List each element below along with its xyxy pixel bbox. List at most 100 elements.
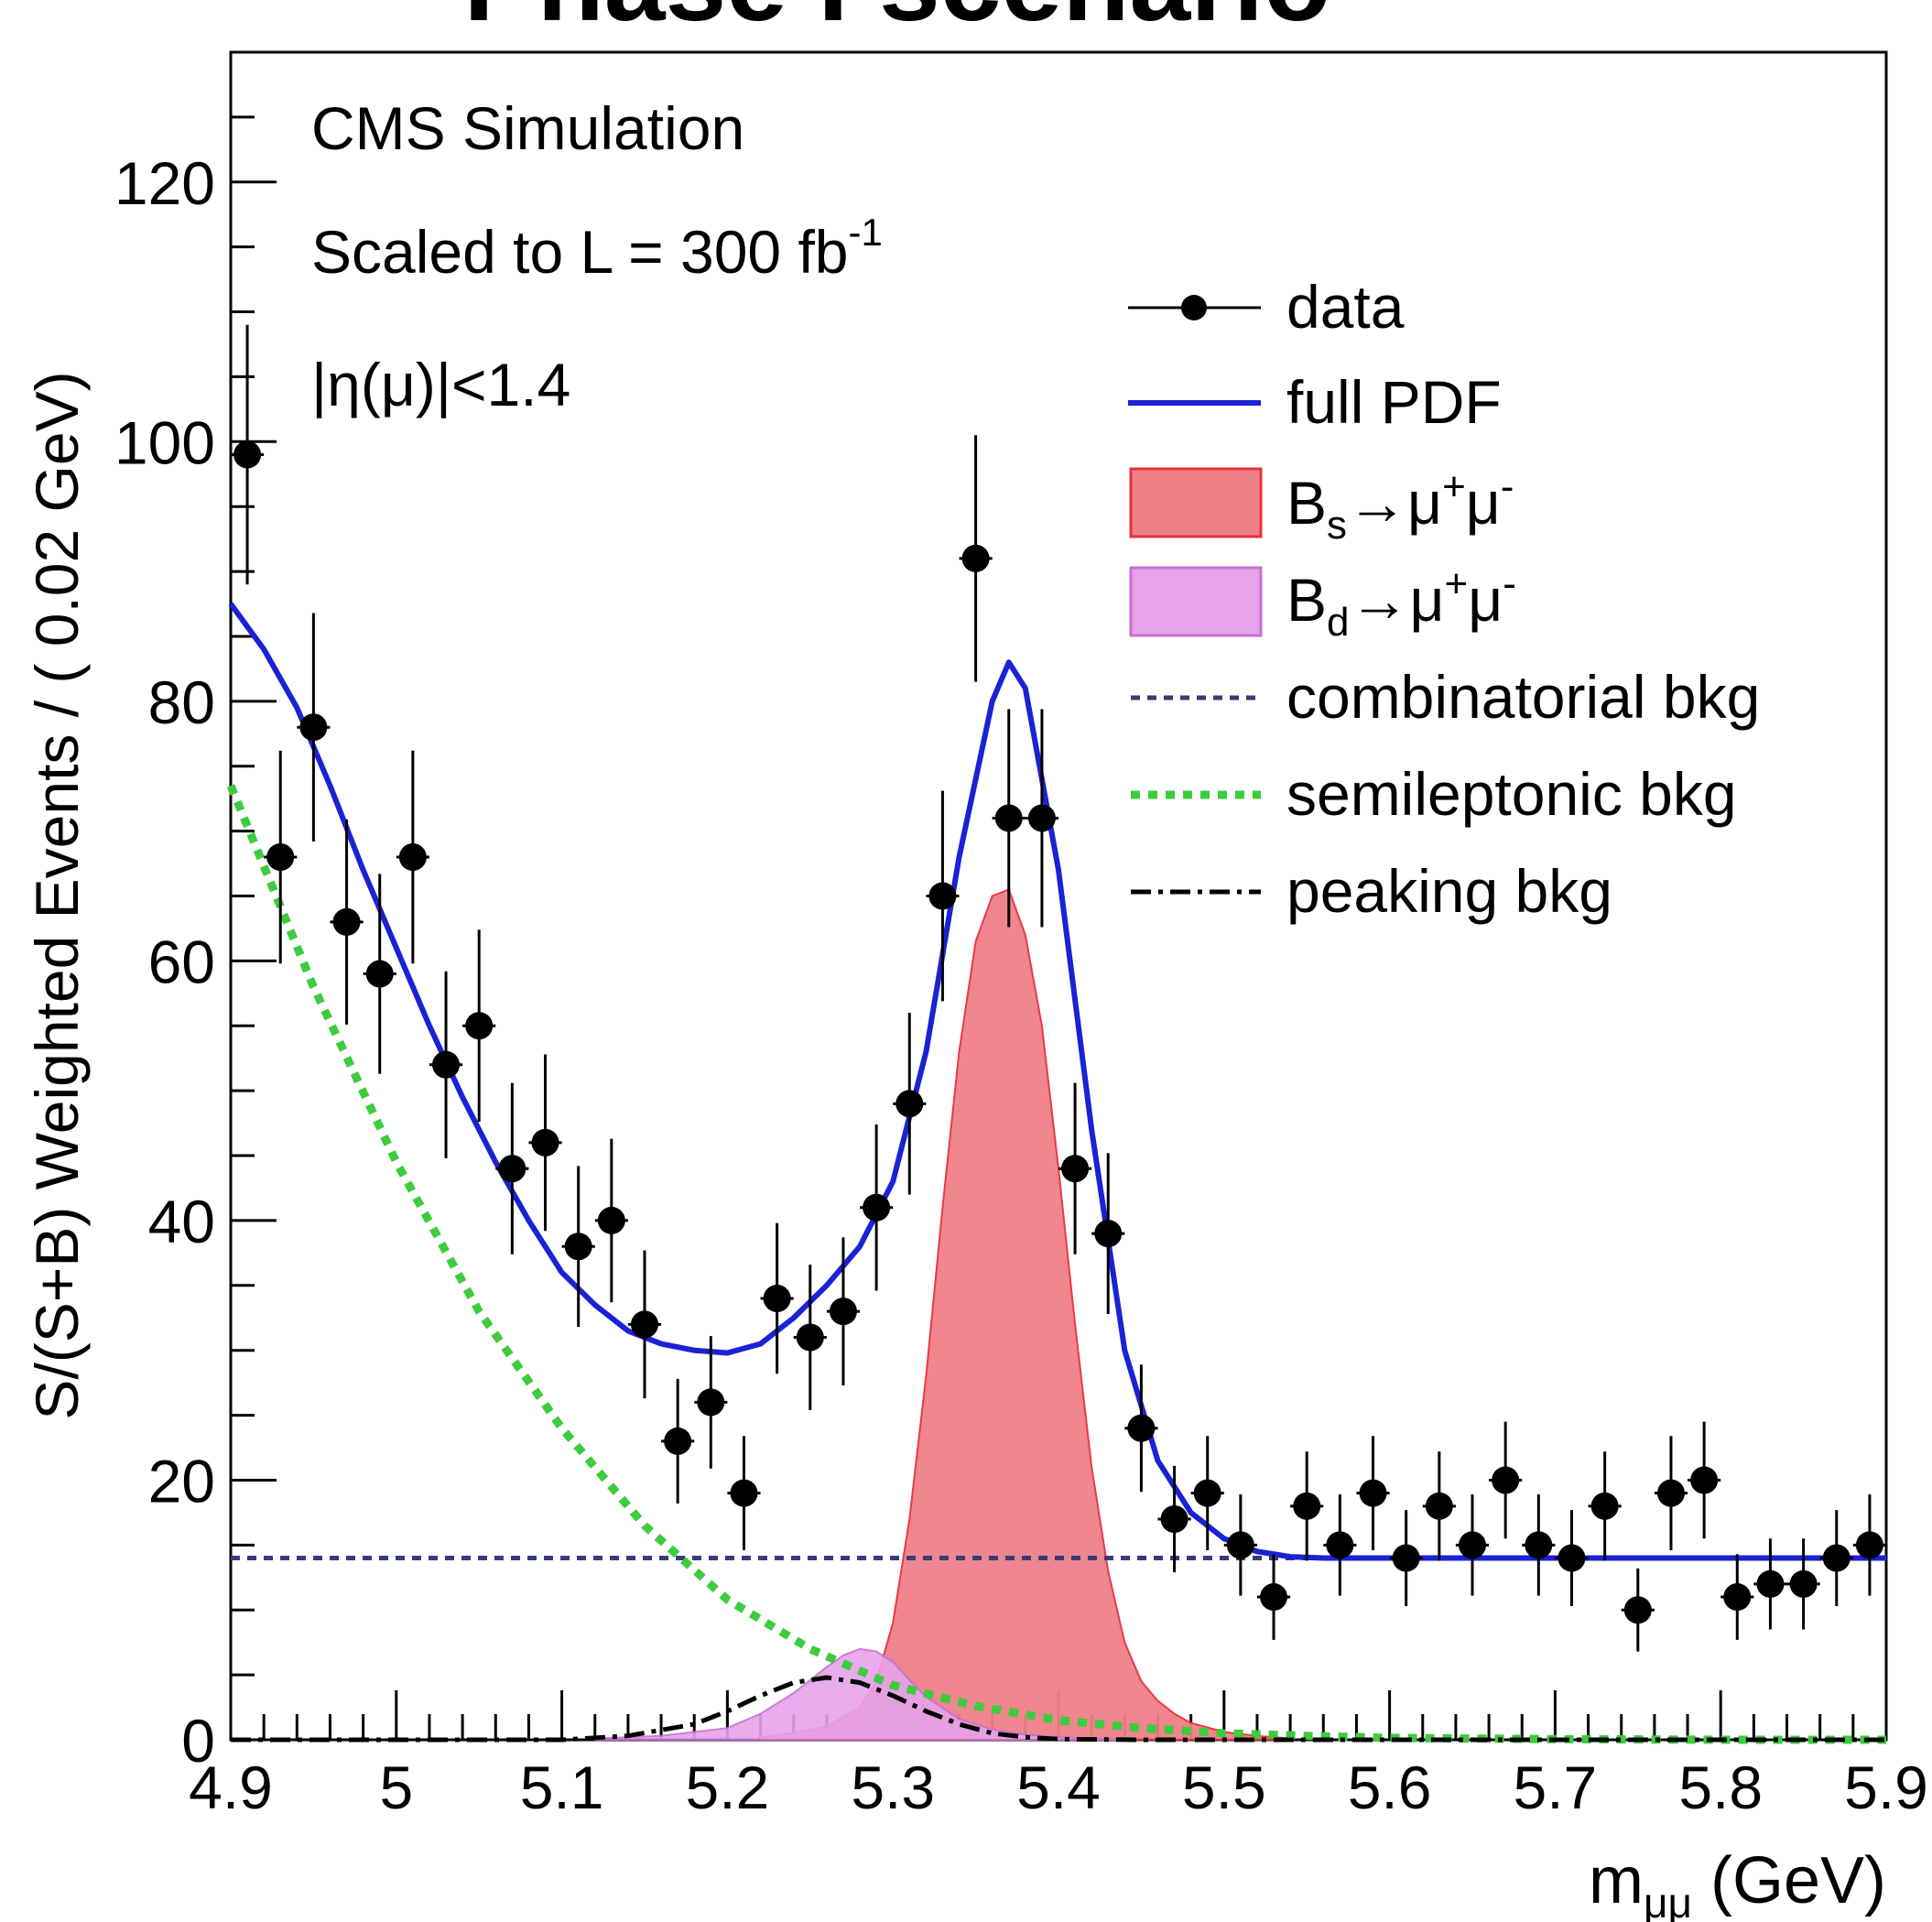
data-point-marker	[1260, 1583, 1288, 1612]
data-point-marker	[1822, 1544, 1851, 1572]
data-point	[1290, 1451, 1324, 1561]
data-point-marker	[398, 842, 427, 871]
legend-entry-semileptonic: semileptonic bkg	[1131, 760, 1737, 828]
svg-text:Bd→μ+μ-: Bd→μ+μ-	[1286, 561, 1516, 645]
data-point-marker	[1425, 1492, 1453, 1520]
data-point	[926, 790, 960, 1002]
x-tick-label: 5.9	[1844, 1754, 1928, 1821]
data-point	[594, 1138, 628, 1303]
data-point-marker	[1492, 1466, 1520, 1494]
data-point	[992, 709, 1026, 928]
data-point	[1124, 1364, 1158, 1493]
x-axis-label: mμμ (GeV)	[1589, 1844, 1886, 1922]
data-point-marker	[531, 1128, 559, 1156]
data-point-marker	[1160, 1504, 1189, 1533]
legend-entry-bd: Bd→μ+μ-	[1129, 561, 1516, 645]
y-tick-label: 100	[114, 408, 215, 476]
bd-signal-area	[593, 1647, 1125, 1741]
data-point-marker	[432, 1050, 461, 1079]
x-tick-label: 5.7	[1514, 1754, 1598, 1821]
legend-entry-data: data	[1128, 273, 1405, 341]
x-tick-label: 5.4	[1016, 1754, 1101, 1821]
data-point	[793, 1265, 827, 1410]
data-point	[959, 435, 993, 682]
data-point-marker	[1656, 1479, 1685, 1507]
data-point-marker	[1558, 1544, 1586, 1572]
data-point-marker	[631, 1310, 658, 1339]
axis-ticks	[229, 50, 1888, 1742]
data-point	[1654, 1436, 1688, 1551]
data-point	[495, 1082, 529, 1254]
data-point	[363, 874, 396, 1074]
data-point-marker	[895, 1090, 924, 1118]
data-point-marker	[1027, 804, 1056, 832]
data-point	[1555, 1510, 1589, 1606]
data-point-marker	[1855, 1531, 1883, 1559]
peaking-bkg-line	[231, 1675, 1886, 1743]
data-point	[1190, 1436, 1224, 1551]
data-point-marker	[697, 1388, 725, 1417]
x-tick-label: 5.8	[1678, 1754, 1763, 1821]
y-tick-label: 40	[148, 1188, 215, 1255]
data-point	[1522, 1494, 1556, 1596]
data-point-marker	[1690, 1466, 1719, 1494]
annotation-eta-cut: |η(μ)|<1.4	[311, 351, 570, 418]
data-point	[893, 1013, 927, 1195]
data-point-marker	[1226, 1531, 1254, 1559]
x-tick-label: 4.9	[189, 1754, 273, 1821]
data-point	[826, 1237, 861, 1385]
y-axis-label: S/(S+B) Weighted Events / ( 0.02 GeV)	[23, 371, 91, 1419]
y-tick-label: 0	[181, 1707, 215, 1775]
data-point-marker	[994, 804, 1023, 832]
data-point-marker	[1723, 1583, 1752, 1612]
data-point	[661, 1378, 695, 1504]
legend-entry-bs: Bs→μ+μ-	[1129, 464, 1514, 548]
data-point	[1223, 1494, 1257, 1596]
legend-entry-peaking: peaking bkg	[1131, 857, 1612, 925]
data-point-marker	[763, 1284, 791, 1312]
tick-labels: 4.9 5 5.1 5.2 5.3 5.4 5.5 5.6 5.7 5.8 5.9 0 20 40 60 80…	[114, 149, 1928, 1821]
data-point	[1157, 1465, 1191, 1573]
data-point-marker	[796, 1323, 824, 1352]
data-point	[264, 750, 298, 964]
data-point	[231, 324, 265, 585]
data-point-marker	[1459, 1531, 1486, 1559]
chart-title-fragment: Phase I scenario	[463, 0, 1330, 44]
data-point	[1819, 1510, 1853, 1606]
y-tick-label: 20	[148, 1447, 215, 1515]
data-points	[231, 324, 1886, 1652]
data-point-marker	[664, 1427, 692, 1455]
data-point-marker	[564, 1232, 592, 1261]
annotation-cms-simulation: CMS Simulation	[311, 94, 744, 162]
data-point-marker	[1359, 1479, 1387, 1507]
data-point	[1422, 1451, 1456, 1561]
data-point	[561, 1166, 595, 1328]
data-point	[1058, 1082, 1092, 1254]
data-point	[627, 1250, 662, 1399]
data-point	[1025, 709, 1058, 928]
data-point-marker	[1392, 1544, 1420, 1572]
data-point	[330, 819, 364, 1025]
data-point	[1753, 1538, 1787, 1630]
legend-entry-full-pdf: full PDF	[1128, 368, 1502, 436]
x-tick-label: 5	[379, 1754, 413, 1821]
svg-text:combinatorial bkg: combinatorial bkg	[1286, 663, 1760, 731]
data-point-marker	[1590, 1492, 1619, 1520]
data-point-marker	[1293, 1492, 1321, 1520]
data-point-marker	[1326, 1531, 1354, 1559]
data-point	[1688, 1421, 1721, 1539]
data-point	[1256, 1554, 1291, 1640]
data-point	[1852, 1494, 1886, 1596]
svg-text:data: data	[1286, 273, 1405, 341]
data-point-marker	[332, 907, 361, 936]
data-point-marker	[465, 1012, 494, 1040]
legend: data full PDF Bs→μ+μ- Bd→μ+μ- combinator…	[1128, 273, 1760, 925]
data-point	[694, 1336, 728, 1469]
data-point	[1489, 1421, 1523, 1539]
data-point	[396, 750, 429, 964]
signal-fills	[593, 888, 1292, 1741]
data-point-marker	[1127, 1414, 1156, 1442]
svg-text:peaking bkg: peaking bkg	[1286, 857, 1612, 925]
data-point-marker	[365, 960, 394, 988]
data-point	[462, 929, 496, 1123]
